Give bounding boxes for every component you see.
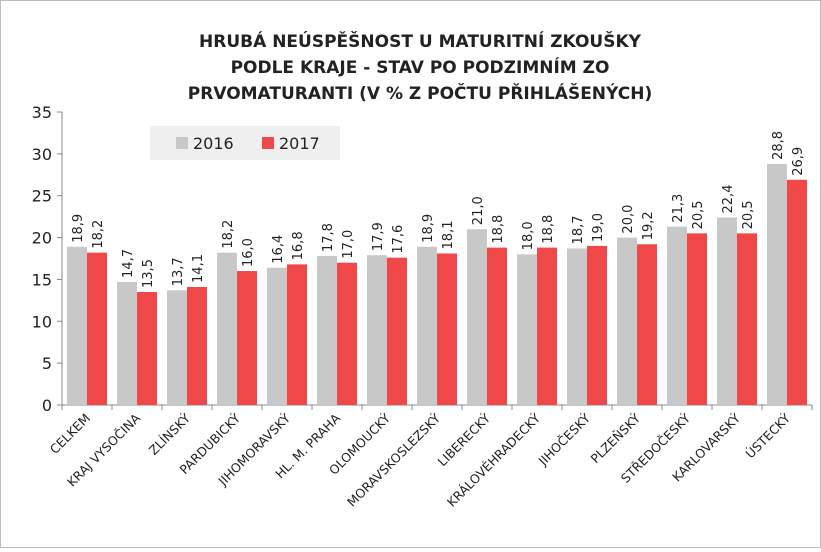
bar: [467, 229, 487, 405]
value-label: 18,0: [521, 221, 536, 250]
bar: [617, 237, 637, 405]
value-label: 18,2: [221, 220, 236, 249]
value-label: 17,0: [341, 230, 356, 259]
value-label: 17,9: [371, 222, 386, 251]
bar: [137, 291, 157, 405]
value-label: 18,1: [441, 221, 456, 250]
value-label: 21,3: [671, 194, 686, 223]
bar: [567, 248, 587, 405]
bar: [487, 247, 507, 405]
bar: [667, 226, 687, 405]
chart-title: HRUBÁ NEÚSPĚŠNOST U MATURITNÍ ZKOUŠKY: [199, 30, 642, 52]
bar: [737, 233, 757, 405]
bar: [317, 255, 337, 405]
value-label: 17,8: [321, 223, 336, 252]
bar: [217, 252, 237, 405]
legend-swatch: [176, 137, 188, 149]
bar: [637, 244, 657, 405]
bar: [687, 233, 707, 405]
bar: [517, 254, 537, 405]
y-tick-label: 0: [42, 396, 52, 415]
bar: [187, 286, 207, 405]
value-label: 13,7: [171, 257, 186, 286]
value-label: 26,9: [791, 147, 806, 176]
value-label: 28,8: [771, 131, 786, 160]
bar: [387, 257, 407, 405]
value-label: 20,5: [691, 200, 706, 229]
value-label: 16,0: [241, 238, 256, 267]
value-label: 18,2: [91, 220, 106, 249]
bar: [787, 179, 807, 405]
bar: [67, 246, 87, 405]
bar: [717, 217, 737, 405]
value-label: 19,0: [591, 213, 606, 242]
y-tick-label: 25: [32, 187, 52, 206]
bar: [167, 290, 187, 405]
y-tick-label: 5: [42, 354, 52, 373]
value-label: 19,2: [641, 211, 656, 240]
value-label: 14,1: [191, 254, 206, 283]
legend-label: 2017: [279, 134, 320, 153]
value-label: 18,9: [71, 214, 86, 243]
bar: [287, 264, 307, 405]
value-label: 20,5: [741, 200, 756, 229]
y-tick-label: 30: [32, 145, 52, 164]
legend-swatch: [262, 137, 274, 149]
value-label: 22,4: [721, 185, 736, 214]
value-label: 16,8: [291, 231, 306, 260]
chart-title: PRVOMATURANTI (V % Z POČTU PŘIHLÁŠENÝCH): [188, 82, 652, 104]
value-label: 18,8: [541, 215, 556, 244]
chart-title: PODLE KRAJE - STAV PO PODZIMNÍM ZO: [231, 56, 610, 78]
y-tick-label: 20: [32, 229, 52, 248]
legend-label: 2016: [193, 134, 234, 153]
value-label: 18,8: [491, 215, 506, 244]
bar: [537, 247, 557, 405]
bar: [87, 252, 107, 405]
value-label: 13,5: [141, 259, 156, 288]
bar: [767, 163, 787, 405]
value-label: 21,0: [471, 196, 486, 225]
bar: [237, 271, 257, 405]
value-label: 14,7: [121, 249, 136, 278]
value-label: 16,4: [271, 235, 286, 264]
y-tick-label: 15: [32, 270, 52, 289]
bar: [117, 281, 137, 405]
value-label: 17,6: [391, 225, 406, 254]
bar: [337, 262, 357, 405]
value-label: 20,0: [621, 205, 636, 234]
value-label: 18,9: [421, 214, 436, 243]
value-label: 18,7: [571, 216, 586, 245]
bar: [417, 246, 437, 405]
bar: [437, 253, 457, 405]
y-tick-label: 35: [32, 103, 52, 122]
bar: [367, 255, 387, 405]
bar: [587, 245, 607, 405]
bar: [267, 267, 287, 405]
y-tick-label: 10: [32, 312, 52, 331]
